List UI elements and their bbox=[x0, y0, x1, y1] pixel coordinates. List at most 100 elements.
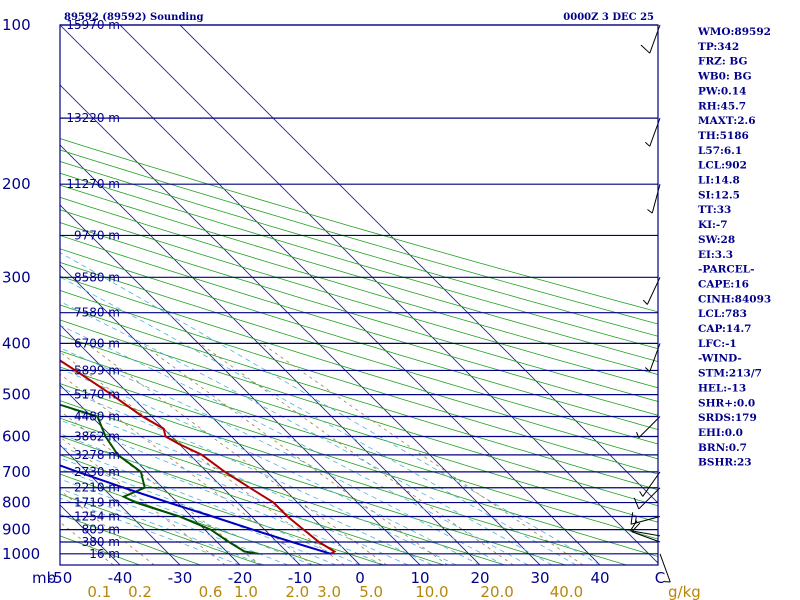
dry-adiabat-line bbox=[60, 222, 658, 402]
dry-adiabat-line bbox=[60, 454, 384, 565]
wind-barbs bbox=[630, 24, 671, 583]
parcel-trace bbox=[60, 464, 332, 555]
isotherm-line bbox=[60, 324, 301, 565]
mixing-ratio-tick: 0.1 bbox=[87, 583, 111, 600]
dry-adiabat-line bbox=[60, 383, 627, 565]
stat-line: SI:12.5 bbox=[698, 189, 740, 201]
wind-barb-flag bbox=[636, 431, 640, 438]
wind-barb-flag bbox=[630, 512, 634, 525]
height-label: 9770 m bbox=[74, 228, 120, 242]
moist-adiabat-line bbox=[60, 276, 577, 565]
dry-adiabat-line bbox=[60, 366, 658, 557]
dry-adiabat-line bbox=[60, 473, 323, 565]
height-label: 3278 m bbox=[74, 448, 120, 462]
mixing-ratio-line bbox=[60, 351, 345, 565]
mixing-ratio-line bbox=[199, 343, 514, 565]
temperature-tick: 40 bbox=[590, 569, 609, 587]
height-label: 6700 m bbox=[74, 336, 120, 350]
temperature-tick: -50 bbox=[48, 569, 73, 587]
height-label: 16 m bbox=[89, 547, 120, 561]
pressure-tick: 1000 bbox=[2, 545, 40, 563]
stat-line: LI:14.8 bbox=[698, 175, 740, 187]
wind-barb-staff bbox=[651, 184, 661, 214]
isotherm-line bbox=[60, 264, 361, 565]
stat-line: MAXT:2.6 bbox=[698, 115, 756, 127]
stat-line: KI:-7 bbox=[698, 219, 728, 231]
wind-barb-staff bbox=[659, 553, 671, 583]
isotherm-line bbox=[60, 144, 481, 565]
stat-line: EI:3.3 bbox=[698, 249, 733, 261]
temperature-tick: -20 bbox=[228, 569, 253, 587]
isotherm-line bbox=[60, 25, 601, 565]
isotherm-line bbox=[119, 25, 658, 564]
isotherm-line bbox=[179, 25, 658, 504]
mixing-ratio-line bbox=[86, 343, 387, 565]
dry-adiabat-line bbox=[60, 196, 658, 375]
wind-barb-staff bbox=[638, 487, 661, 510]
height-label: 5899 m bbox=[74, 363, 120, 377]
mixing-ratio-tick: 1.0 bbox=[234, 583, 258, 600]
dry-adiabat-line bbox=[60, 435, 444, 565]
stat-line: -PARCEL- bbox=[698, 264, 754, 276]
height-label: 2210 m bbox=[74, 481, 120, 495]
stat-line: LFC:-1 bbox=[698, 338, 737, 350]
temperature-trace bbox=[60, 359, 337, 555]
mixing-ratio-line bbox=[141, 343, 448, 565]
pressure-tick: 700 bbox=[2, 463, 31, 481]
height-label: 13220 m bbox=[66, 111, 120, 125]
isotherm-line bbox=[60, 84, 541, 565]
wind-barb-flag bbox=[645, 367, 651, 372]
isotherm-line bbox=[60, 564, 61, 565]
mixing-ratio-tick: 3.0 bbox=[317, 583, 341, 600]
dry-adiabat-line bbox=[60, 417, 505, 565]
mixing-ratio-tick: 20.0 bbox=[480, 583, 513, 600]
pressure-tick: 500 bbox=[2, 386, 31, 404]
temperature-tick: 10 bbox=[410, 569, 429, 587]
height-label: 1254 m bbox=[74, 509, 120, 523]
stat-line: BSHR:23 bbox=[698, 457, 752, 469]
stat-line: RH:45.7 bbox=[698, 100, 746, 112]
dry-adiabat-line bbox=[60, 275, 658, 460]
dry-adiabat-line bbox=[60, 304, 658, 491]
dry-adiabat-line bbox=[60, 209, 658, 389]
isobar-lines bbox=[60, 24, 658, 555]
moist-adiabat-line bbox=[60, 457, 337, 565]
moist-adiabat-line bbox=[60, 478, 289, 565]
pressure-tick: 400 bbox=[2, 334, 31, 352]
mixing-ratio-line bbox=[60, 373, 313, 565]
dry-adiabat-line bbox=[60, 514, 201, 565]
isotherm-line bbox=[60, 204, 421, 565]
stat-line: WMO:89592 bbox=[697, 26, 771, 38]
wind-barb-flag bbox=[639, 491, 644, 497]
mixing-ratio-line bbox=[261, 343, 584, 565]
dry-adiabat-line bbox=[60, 172, 658, 350]
dry-adiabat-line bbox=[60, 350, 658, 540]
stat-line: LCL:902 bbox=[698, 160, 747, 172]
stat-line: SHR+:0.0 bbox=[698, 397, 755, 409]
stat-line: TT:33 bbox=[698, 204, 731, 216]
moist-adiabat-line bbox=[60, 347, 505, 565]
stat-line: WB0: BG bbox=[697, 71, 752, 83]
isotherm-line bbox=[60, 384, 241, 565]
mixing-ratio-tick: 0.2 bbox=[128, 583, 152, 600]
temperature-tick-labels: -50 -40 -30 -20 -10 0 10 20 30 40 C bbox=[48, 569, 665, 587]
stat-line: TH:5186 bbox=[698, 130, 749, 142]
pressure-tick: 600 bbox=[2, 427, 31, 445]
reference-lines bbox=[60, 25, 658, 565]
wind-barb-flag bbox=[640, 44, 651, 54]
height-label: 380 m bbox=[82, 535, 120, 549]
wind-barb-flag bbox=[647, 209, 653, 214]
wind-barb-flag bbox=[645, 141, 651, 147]
stat-line: SW:28 bbox=[698, 234, 735, 246]
stat-line: -WIND- bbox=[698, 353, 742, 365]
moist-adiabat-line bbox=[60, 368, 481, 565]
height-labels: 15970 m 13220 m 11270 m 9770 m 8580 m 7580 m 6… bbox=[66, 18, 120, 561]
stability-indices: WMO:89592 TP:342 FRZ: BG WB0: BG PW:0.14 RH:4… bbox=[697, 26, 771, 469]
mixing-ratio-tick: 10.0 bbox=[415, 583, 448, 600]
height-label: 1719 m bbox=[74, 496, 120, 510]
pressure-tick: 300 bbox=[2, 268, 31, 286]
pressure-tick: 900 bbox=[2, 521, 31, 539]
dry-adiabat-line bbox=[60, 138, 658, 313]
pressure-tick-labels: 100 200 300 400 500 600 700 800 900 1000 bbox=[2, 16, 40, 563]
